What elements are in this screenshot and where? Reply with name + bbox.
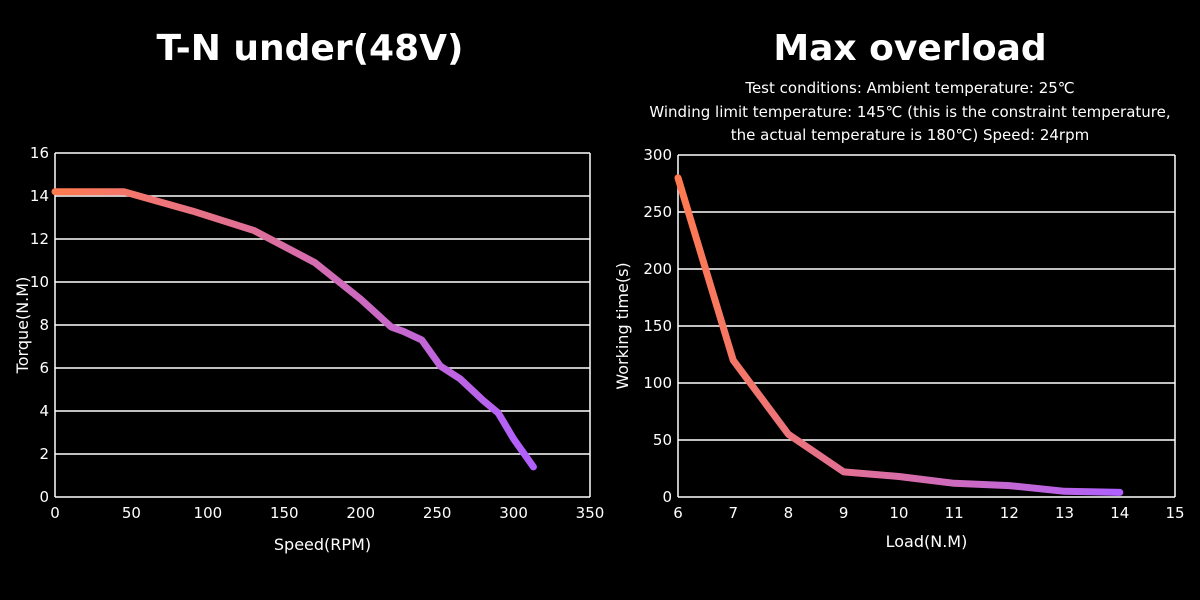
xtick-right-13: 13 (1055, 504, 1074, 522)
ytick-right-50: 50 (653, 431, 672, 449)
series-line-left-0 (51, 188, 537, 471)
ytick-right-0: 0 (662, 488, 672, 506)
xtick-right-10: 10 (889, 504, 908, 522)
xtick-left-350: 350 (576, 504, 605, 522)
xtick-right-12: 12 (1000, 504, 1019, 522)
xtick-left-0: 0 (50, 504, 60, 522)
ytick-right-100: 100 (643, 374, 672, 392)
xtick-right-6: 6 (673, 504, 683, 522)
ytick-left-10: 10 (30, 273, 49, 291)
xtick-right-9: 9 (839, 504, 849, 522)
ytick-left-4: 4 (39, 402, 49, 420)
subtitle-line-1: Test conditions: Ambient temperature: 25… (745, 79, 1075, 97)
ytick-right-200: 200 (643, 260, 672, 278)
xtick-left-200: 200 (346, 504, 375, 522)
xtick-left-50: 50 (122, 504, 141, 522)
ytick-right-150: 150 (643, 317, 672, 335)
y-axis-label-left: Torque(N.M) (13, 277, 32, 375)
ytick-left-2: 2 (39, 445, 49, 463)
chart-title-right: Max overload (773, 28, 1047, 69)
ytick-left-12: 12 (30, 230, 49, 248)
ytick-right-300: 300 (643, 146, 672, 164)
xtick-left-250: 250 (423, 504, 452, 522)
x-axis-label-left: Speed(RPM) (274, 535, 371, 554)
chart-title-left: T-N under(48V) (156, 28, 464, 69)
ytick-left-16: 16 (30, 144, 49, 162)
ytick-right-250: 250 (643, 203, 672, 221)
ytick-left-0: 0 (39, 488, 49, 506)
subtitle-line-2: Winding limit temperature: 145℃ (this is… (649, 103, 1171, 121)
xtick-right-11: 11 (945, 504, 964, 522)
y-axis-label-right: Working time(s) (613, 262, 632, 389)
xtick-right-14: 14 (1110, 504, 1129, 522)
xtick-right-8: 8 (784, 504, 794, 522)
ytick-left-14: 14 (30, 187, 49, 205)
xtick-right-7: 7 (728, 504, 738, 522)
xtick-left-300: 300 (499, 504, 528, 522)
x-axis-label-right: Load(N.M) (886, 532, 968, 551)
xtick-left-150: 150 (270, 504, 299, 522)
series-line-right-0 (674, 174, 1124, 496)
subtitle-line-3: the actual temperature is 180℃) Speed: 2… (730, 126, 1090, 144)
ytick-left-6: 6 (39, 359, 49, 377)
xtick-right-15: 15 (1165, 504, 1184, 522)
xtick-left-100: 100 (194, 504, 223, 522)
ytick-left-8: 8 (39, 316, 49, 334)
